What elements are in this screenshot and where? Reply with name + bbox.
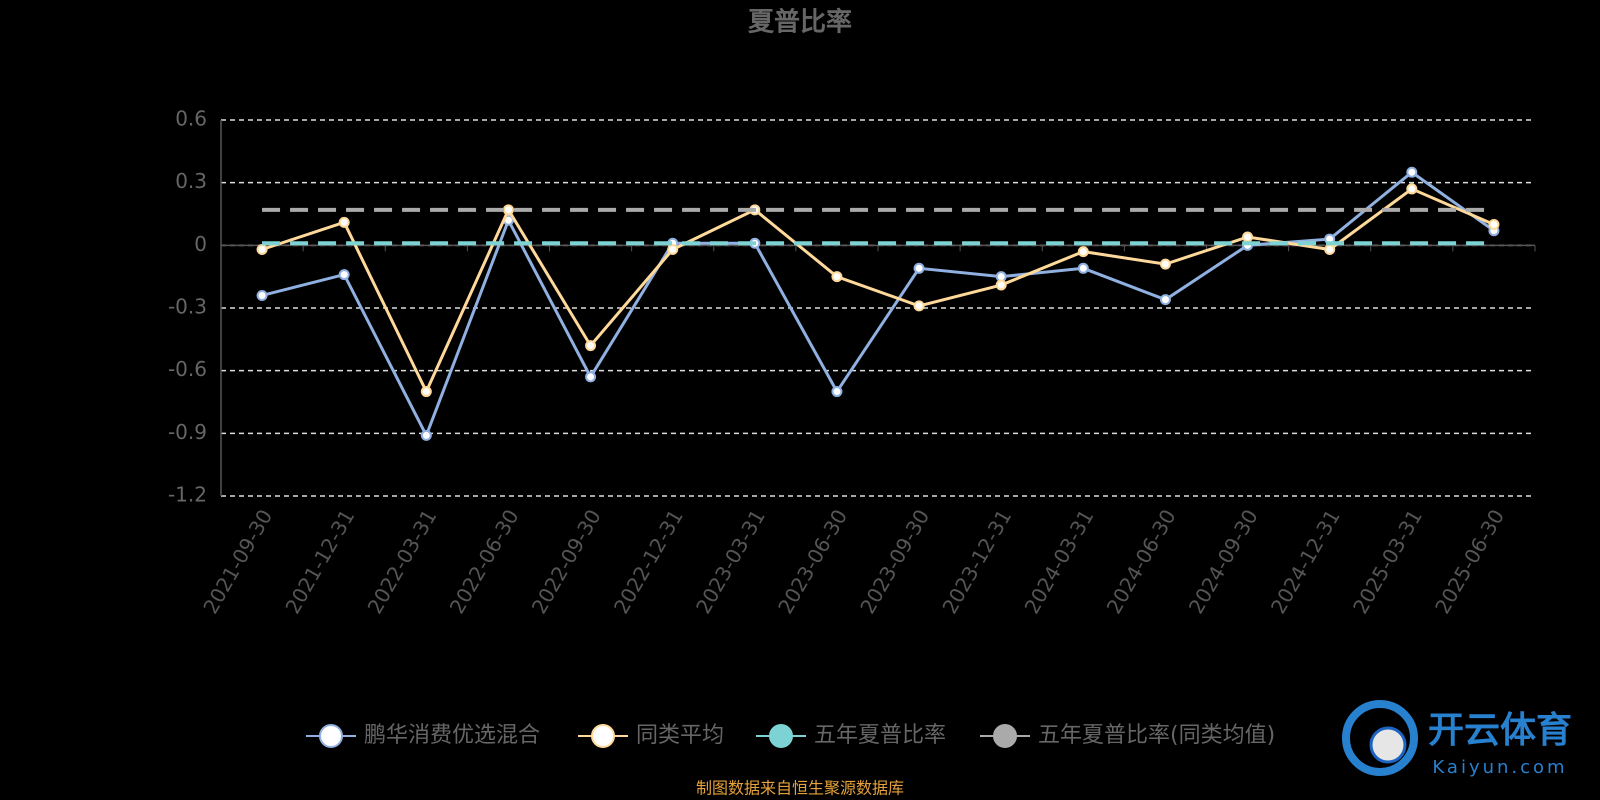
legend-marker — [591, 724, 615, 748]
point — [831, 386, 843, 398]
y-tick-label: 0.3 — [175, 169, 207, 193]
point — [831, 271, 843, 283]
point — [995, 279, 1007, 291]
chart-title: 夏普比率 — [748, 7, 852, 38]
point — [1159, 258, 1171, 270]
point — [338, 269, 350, 281]
point — [667, 244, 679, 256]
point — [1324, 244, 1336, 256]
point — [913, 262, 925, 274]
logo-ball — [1369, 726, 1407, 764]
y-tick-label: -0.3 — [168, 295, 207, 319]
y-tick-label: 0.6 — [175, 107, 207, 131]
legend-item: 同类平均 — [578, 723, 724, 748]
point — [256, 244, 268, 256]
point — [256, 289, 268, 301]
point — [502, 204, 514, 216]
legend-label: 五年夏普比率 — [814, 723, 946, 748]
point — [1406, 166, 1418, 178]
point — [1077, 262, 1089, 274]
point — [1488, 218, 1500, 230]
legend-item: 五年夏普比率 — [756, 723, 946, 748]
legend-item: 鹏华消费优选混合 — [306, 723, 540, 748]
legend-marker — [993, 724, 1017, 748]
y-tick-label: 0 — [194, 232, 207, 256]
legend-label: 同类平均 — [636, 723, 724, 748]
watermark-brand: 开云体育 — [1428, 710, 1572, 751]
point — [585, 371, 597, 383]
legend-marker — [319, 724, 343, 748]
point — [1077, 246, 1089, 258]
series-line — [261, 187, 1495, 396]
point — [338, 216, 350, 228]
point — [420, 386, 432, 398]
source-note: 制图数据来自恒生聚源数据库 — [696, 779, 904, 798]
watermark-site: Kaiyun.com — [1432, 757, 1567, 778]
watermark: 开云体育 Kaiyun.com — [1342, 700, 1572, 778]
point — [1406, 183, 1418, 195]
point — [1159, 294, 1171, 306]
legend-item: 五年夏普比率(同类均值) — [980, 723, 1275, 748]
point — [913, 300, 925, 312]
legend-label: 鹏华消费优选混合 — [364, 723, 540, 748]
y-tick-label: -1.2 — [168, 483, 207, 507]
point — [1242, 231, 1254, 243]
legend-marker — [769, 724, 793, 748]
point — [420, 429, 432, 441]
logo-ring — [1342, 700, 1418, 776]
y-tick-label: -0.6 — [168, 357, 207, 381]
y-tick-label: -0.9 — [168, 420, 207, 444]
point — [585, 340, 597, 352]
legend-label: 五年夏普比率(同类均值) — [1038, 723, 1275, 748]
